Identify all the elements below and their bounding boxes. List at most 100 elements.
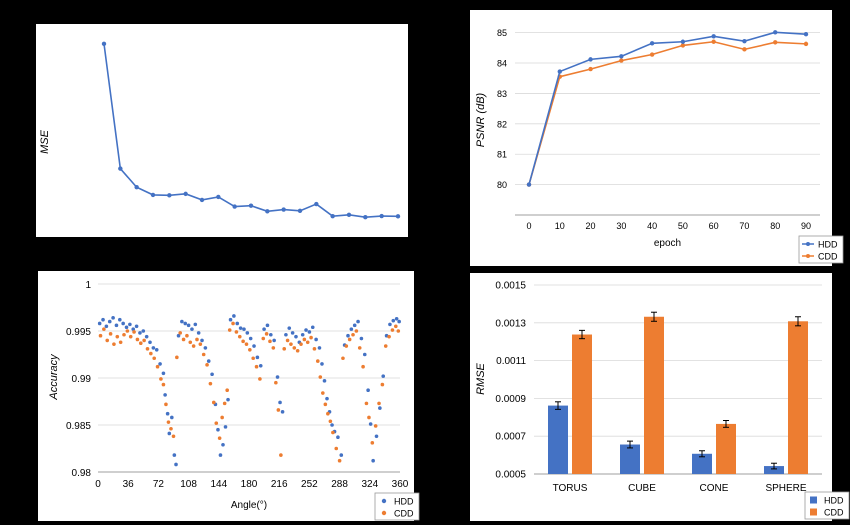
legend-label-cdd: CDD <box>394 509 414 519</box>
psnr-y-tick-label: 80 <box>497 180 507 190</box>
accuracy-point-cdd <box>302 337 307 342</box>
mse-point <box>346 212 352 218</box>
mse-point <box>314 201 319 207</box>
accuracy-point-hdd <box>275 375 280 379</box>
accuracy-point-hdd <box>180 319 184 324</box>
accuracy-point-hdd <box>248 336 253 341</box>
accuracy-point-hdd <box>104 324 109 329</box>
accuracy-point-hdd <box>307 330 312 334</box>
mse-chart: MSE <box>39 41 401 220</box>
mse-point <box>248 203 254 208</box>
accuracy-point-hdd <box>218 453 223 457</box>
mse-point <box>134 185 139 190</box>
accuracy-point-cdd <box>211 400 216 405</box>
accuracy-point-cdd <box>178 331 183 335</box>
y-axis-label: PSNR (dB) <box>475 92 487 147</box>
accuracy-point-cdd <box>220 415 224 420</box>
accuracy-point-cdd <box>135 337 140 342</box>
rmse-category-label: TORUS <box>553 483 588 494</box>
rmse-bar-cdd <box>788 321 808 474</box>
accuracy-point-hdd <box>300 332 305 337</box>
accuracy-point-hdd <box>97 321 102 326</box>
accuracy-point-hdd <box>325 396 329 401</box>
accuracy-point-hdd <box>272 338 276 343</box>
psnr-point-cdd <box>742 47 747 52</box>
accuracy-point-hdd <box>235 321 240 326</box>
accuracy-point-cdd <box>149 351 153 356</box>
psnr-point-cdd <box>773 40 778 45</box>
accuracy-point-cdd <box>299 342 303 346</box>
psnr-x-tick-label: 30 <box>616 221 626 231</box>
accuracy-point-cdd <box>181 337 186 342</box>
accuracy-point-cdd <box>234 330 239 334</box>
psnr-point-cdd <box>803 41 809 47</box>
accuracy-point-cdd <box>169 426 173 431</box>
accuracy-point-cdd <box>161 382 166 387</box>
accuracy-point-cdd <box>227 328 232 332</box>
x-axis-label: epoch <box>654 238 681 249</box>
accuracy-point-cdd <box>326 411 330 416</box>
psnr-point-cdd <box>588 66 593 72</box>
accuracy-point-cdd <box>112 342 116 346</box>
accuracy-point-cdd <box>98 333 103 338</box>
accuracy-point-cdd <box>364 401 369 406</box>
accuracy-point-hdd <box>144 334 149 339</box>
mse-series-line <box>103 43 399 219</box>
accuracy-point-cdd <box>155 364 160 369</box>
accuracy-x-tick-label: 108 <box>180 479 197 490</box>
accuracy-point-hdd <box>138 331 142 335</box>
accuracy-point-cdd <box>295 348 300 353</box>
accuracy-point-hdd <box>265 323 270 328</box>
accuracy-point-hdd <box>368 422 373 426</box>
accuracy-point-cdd <box>188 340 193 345</box>
psnr-point-hdd <box>711 34 716 39</box>
mse-point <box>101 41 107 47</box>
legend-marker-hdd <box>381 498 387 504</box>
rmse-y-tick-label: 0.0005 <box>495 470 526 481</box>
accuracy-x-tick-label: 252 <box>301 479 318 490</box>
accuracy-point-hdd <box>290 331 295 335</box>
psnr-y-tick-label: 81 <box>497 150 507 160</box>
accuracy-point-cdd <box>367 415 371 420</box>
legend-label-cdd: CDD <box>818 252 838 262</box>
accuracy-x-tick-label: 36 <box>123 479 135 490</box>
accuracy-point-cdd <box>244 342 249 346</box>
psnr-x-tick-label: 10 <box>555 221 565 231</box>
accuracy-point-cdd <box>357 346 362 350</box>
rmse-y-tick-label: 0.0009 <box>495 394 526 405</box>
accuracy-point-cdd <box>321 391 325 395</box>
mse-point <box>199 197 205 203</box>
mse-point <box>379 213 384 219</box>
accuracy-point-hdd <box>284 332 288 337</box>
accuracy-point-cdd <box>373 424 378 428</box>
accuracy-point-hdd <box>339 453 344 457</box>
accuracy-y-tick-label: 0.98 <box>72 468 92 479</box>
accuracy-point-cdd <box>195 337 199 342</box>
rmse-y-tick-label: 0.0007 <box>495 432 526 443</box>
psnr-point-cdd <box>619 58 624 63</box>
x-axis-label: Angle(°) <box>231 500 267 511</box>
accuracy-point-hdd <box>193 322 198 327</box>
accuracy-point-hdd <box>314 337 318 342</box>
accuracy-point-cdd <box>201 352 206 357</box>
accuracy-point-cdd <box>279 453 283 457</box>
rmse-category-label: CONE <box>700 483 729 494</box>
rmse-y-tick-label: 0.0013 <box>495 318 526 329</box>
accuracy-point-cdd <box>309 335 313 340</box>
accuracy-point-cdd <box>396 329 401 333</box>
rmse-category-label: CUBE <box>628 483 656 494</box>
accuracy-x-tick-label: 0 <box>95 479 101 490</box>
y-axis-label: MSE <box>39 129 51 154</box>
accuracy-point-cdd <box>331 430 335 435</box>
accuracy-point-cdd <box>208 381 213 386</box>
accuracy-point-cdd <box>122 332 126 337</box>
accuracy-point-hdd <box>394 316 399 321</box>
accuracy-point-cdd <box>118 340 123 345</box>
accuracy-point-hdd <box>190 327 194 331</box>
accuracy-point-cdd <box>138 341 143 346</box>
accuracy-point-hdd <box>294 334 298 339</box>
psnr-point-cdd <box>680 43 686 48</box>
mse-point <box>330 213 335 219</box>
accuracy-point-hdd <box>378 406 382 410</box>
accuracy-point-cdd <box>175 355 179 360</box>
